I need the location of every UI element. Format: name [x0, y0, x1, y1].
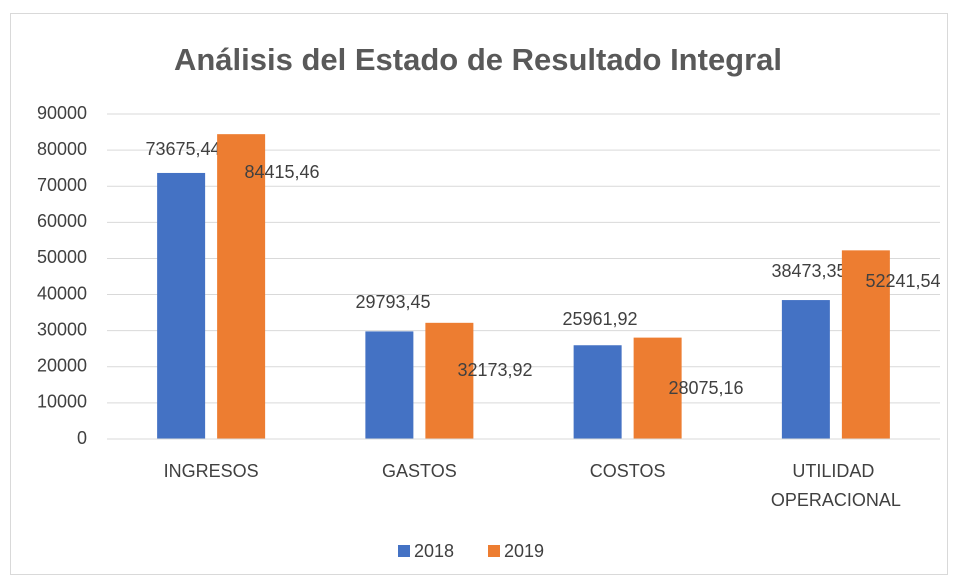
legend-swatch [488, 545, 500, 557]
y-tick-label: 30000 [37, 319, 87, 339]
y-tick-label: 90000 [37, 103, 87, 123]
bar [217, 134, 266, 440]
y-tick-label: 50000 [37, 247, 87, 267]
chart-title: Análisis del Estado de Resultado Integra… [174, 42, 782, 77]
y-tick-label: 10000 [37, 392, 87, 412]
bar [425, 322, 474, 439]
data-label: 29793,45 [355, 292, 430, 312]
y-tick-label: 80000 [37, 139, 87, 159]
bar [841, 250, 890, 439]
y-tick-label: 0 [77, 428, 87, 448]
data-label: 52241,54 [865, 271, 940, 291]
x-tick-label: INGRESOS [164, 461, 259, 481]
data-label: 84415,46 [244, 162, 319, 182]
bar [573, 345, 622, 439]
data-label: 25961,92 [562, 309, 637, 329]
data-label: 73675,44 [145, 139, 220, 159]
y-tick-label: 20000 [37, 356, 87, 376]
legend-label: 2019 [504, 541, 544, 561]
x-tick-label: COSTOS [590, 461, 666, 481]
bar [365, 331, 414, 439]
data-label: 28075,16 [668, 378, 743, 398]
data-label: 32173,92 [457, 360, 532, 380]
y-tick-label: 70000 [37, 175, 87, 195]
y-tick-label: 60000 [37, 211, 87, 231]
legend-swatch [398, 545, 410, 557]
x-tick-label: UTILIDAD OPERACIONAL [771, 461, 901, 510]
x-tick-label: GASTOS [382, 461, 457, 481]
bar [157, 172, 206, 439]
bar [633, 337, 682, 439]
data-label: 38473,35 [771, 261, 846, 281]
legend-label: 2018 [414, 541, 454, 561]
y-tick-label: 40000 [37, 283, 87, 303]
bar [781, 300, 830, 439]
